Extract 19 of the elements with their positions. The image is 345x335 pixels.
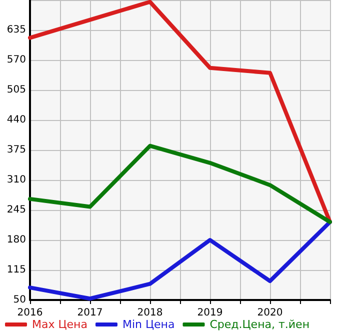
legend-label: Max Цена [32, 318, 88, 331]
x-tick-label: 2018 [137, 308, 163, 318]
y-tick-label: 180 [6, 234, 26, 246]
y-tick-label: 115 [6, 264, 26, 276]
y-tick-label: 50 [13, 294, 26, 306]
y-tick-label: 310 [6, 174, 26, 186]
y-tick-label: 245 [6, 204, 26, 216]
x-tick-label: 2016 [17, 308, 43, 318]
x-tick-label: 2019 [197, 308, 223, 318]
line-series [28, 144, 332, 224]
y-tick-label: 635 [6, 24, 26, 36]
y-tick-label: 505 [6, 84, 26, 96]
y-tick-label: 440 [6, 114, 26, 126]
x-tick-label: 2020 [257, 308, 283, 318]
x-tick-label: 2017 [77, 308, 103, 318]
legend-label: Сред.Цена, т.йен [210, 318, 310, 331]
y-tick-label: 570 [6, 54, 26, 66]
y-tick-label: 375 [6, 144, 26, 156]
legend-label: Min Цена [122, 318, 175, 331]
